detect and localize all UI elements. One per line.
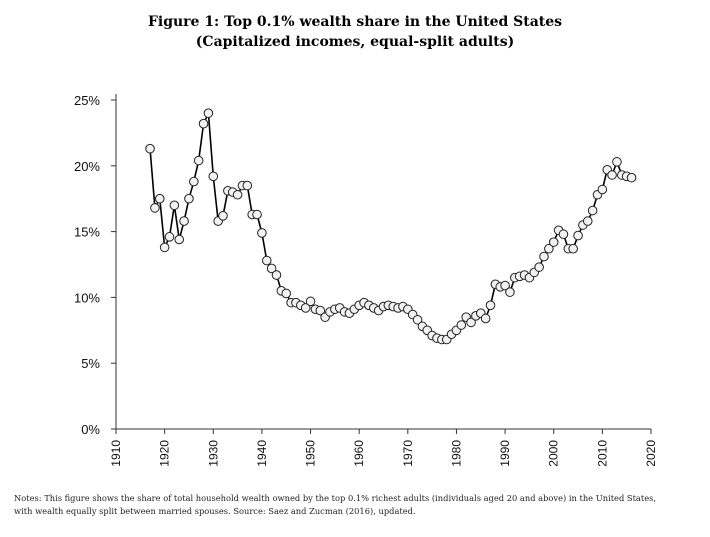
data-point xyxy=(480,313,491,324)
x-tick-label: 1930 xyxy=(206,440,220,467)
data-point xyxy=(184,193,194,204)
notes-line-1: Notes: This figure shows the share of to… xyxy=(14,493,657,503)
data-point xyxy=(612,157,622,167)
data-point xyxy=(232,189,243,200)
data-point xyxy=(505,287,515,297)
data-point xyxy=(203,108,214,118)
x-tick-label: 2000 xyxy=(547,440,561,467)
x-tick-label: 1950 xyxy=(304,440,318,467)
data-point xyxy=(261,255,272,266)
figure-notes: Notes: This figure shows the share of to… xyxy=(14,492,704,518)
chart-subtitle: (Capitalized incomes, equal-split adults… xyxy=(195,34,515,50)
data-point xyxy=(145,143,155,154)
data-point xyxy=(315,305,326,316)
data-point xyxy=(626,172,637,183)
y-tick-label: 5% xyxy=(81,356,100,371)
data-point xyxy=(582,216,593,226)
data-point xyxy=(271,270,282,280)
data-point xyxy=(198,118,209,129)
data-point xyxy=(456,320,467,330)
data-point xyxy=(466,317,476,328)
x-tick-label: 2010 xyxy=(595,440,609,467)
data-point xyxy=(154,193,165,204)
y-tick-label: 20% xyxy=(74,159,100,174)
data-point xyxy=(242,180,253,191)
data-point xyxy=(169,200,180,211)
data-point xyxy=(548,237,559,247)
data-point xyxy=(300,303,311,313)
data-point xyxy=(573,230,583,241)
data-point xyxy=(305,296,316,307)
notes-line-2: with wealth equally split between marrie… xyxy=(14,506,416,516)
data-point xyxy=(281,288,292,299)
data-point xyxy=(164,232,175,242)
y-tick-label: 25% xyxy=(74,93,100,108)
data-point xyxy=(607,170,617,180)
data-point xyxy=(485,300,496,311)
data-point xyxy=(266,263,277,274)
x-tick-label: 1910 xyxy=(109,440,123,467)
data-point xyxy=(218,211,228,221)
x-tick-label: 2020 xyxy=(644,440,658,467)
data-point xyxy=(189,176,199,187)
x-tick-label: 1920 xyxy=(158,440,172,467)
chart-title-block: Figure 1: Top 0.1% wealth share in the U… xyxy=(0,12,710,52)
y-tick-label: 10% xyxy=(74,290,100,305)
x-tick-label: 1980 xyxy=(449,440,463,467)
data-point xyxy=(587,205,598,216)
data-point xyxy=(252,209,262,220)
x-tick-label: 1970 xyxy=(401,440,415,467)
x-tick-label: 1940 xyxy=(255,440,269,467)
data-point xyxy=(150,203,160,213)
x-tick-label: 1960 xyxy=(352,440,366,467)
data-point xyxy=(193,155,204,166)
y-tick-label: 0% xyxy=(81,422,100,437)
x-tick-label: 1990 xyxy=(498,440,512,467)
data-point xyxy=(534,262,544,272)
data-point xyxy=(568,243,578,254)
data-point xyxy=(558,229,569,240)
data-point xyxy=(539,251,549,262)
data-point xyxy=(208,171,219,182)
data-point xyxy=(500,280,510,291)
data-point xyxy=(257,228,267,238)
data-point xyxy=(544,243,554,254)
data-point xyxy=(597,184,608,195)
y-tick-label: 15% xyxy=(74,225,100,240)
data-point xyxy=(174,234,185,245)
data-point xyxy=(159,242,170,253)
chart-title: Figure 1: Top 0.1% wealth share in the U… xyxy=(147,14,563,30)
data-point xyxy=(179,216,189,226)
data-point xyxy=(412,314,423,325)
